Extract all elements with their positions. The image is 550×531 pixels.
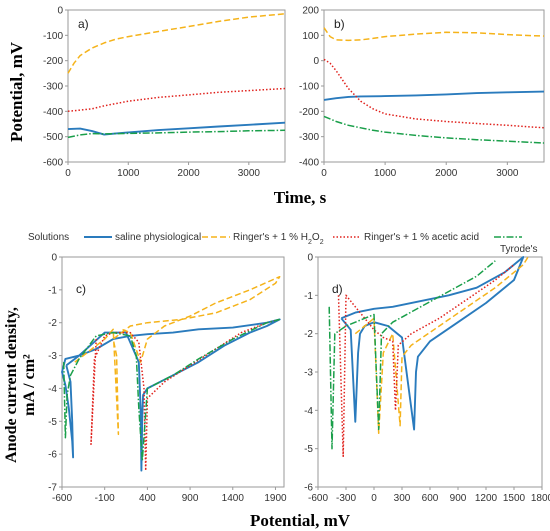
legend-label-saline: saline physiological — [115, 232, 201, 243]
y-tick-label: -5 — [48, 417, 57, 428]
legend-label-acetic: Ringer's + 1 % acetic acid — [364, 232, 479, 243]
y-tick-label: 0 — [307, 253, 313, 264]
x-tick-label: -300 — [336, 493, 356, 504]
y-tick-label: -6 — [48, 450, 57, 461]
panel-label: d) — [332, 282, 343, 296]
panel-label: b) — [334, 17, 345, 31]
series-line-tyrode-s — [62, 318, 280, 462]
series-line-ringer-s-1-acetic-acid — [337, 264, 515, 458]
y-tick-label: -3 — [304, 368, 313, 379]
y-tick-label: -200 — [43, 56, 63, 67]
series-line-ringer-s-1-acetic-acid — [323, 58, 545, 129]
x-tick-label: 3000 — [238, 168, 261, 179]
x-tick-label: 1900 — [264, 493, 287, 504]
x-tick-label: 300 — [394, 493, 411, 504]
bottom-y-axis-title-line2: mA / cm² — [21, 354, 38, 416]
y-tick-label: -7 — [48, 483, 57, 494]
panel-a-frame — [67, 9, 286, 163]
y-tick-label: 200 — [302, 6, 319, 17]
y-tick-label: -3 — [48, 351, 57, 362]
series-line-ringer-s-1-h2o2 — [354, 256, 529, 435]
panel-c: 0 -1 -2 -3 -4 -5 -6 -7-600 -100 400 900 1400 1900 c) — [48, 253, 287, 505]
y-tick-label: -6 — [304, 483, 313, 494]
x-tick-label: 0 — [371, 493, 377, 504]
y-tick-label: -100 — [299, 82, 319, 93]
x-tick-label: 2000 — [435, 168, 458, 179]
legend-label-h2o2: Ringer's + 1 % H2O2 — [233, 232, 324, 246]
x-tick-label: 400 — [139, 493, 156, 504]
legend: Solutions saline physiological Ringer's … — [28, 232, 537, 255]
x-tick-label: -600 — [52, 493, 72, 504]
y-tick-label: 0 — [51, 253, 57, 264]
top-y-axis-title: Potential, mV — [7, 41, 26, 142]
x-tick-label: 1400 — [222, 493, 245, 504]
panel-b-frame — [323, 9, 545, 163]
series-line-ringer-s-1-h2o2 — [74, 275, 281, 436]
series-line-tyrode-s — [323, 115, 545, 144]
legend-title: Solutions — [28, 232, 69, 243]
x-tick-label: 1000 — [374, 168, 397, 179]
y-tick-label: -200 — [299, 107, 319, 118]
x-tick-label: 0 — [321, 168, 327, 179]
x-tick-label: 1200 — [475, 493, 498, 504]
x-tick-label: 1500 — [503, 493, 526, 504]
panel-label: c) — [76, 282, 86, 296]
y-tick-label: -1 — [304, 291, 313, 302]
x-tick-label: -100 — [95, 493, 115, 504]
panel-d: 0 -1 -2 -3 -4 -5 -6-600 -300 0 300 600 900 1200 1500 1… — [304, 253, 550, 505]
top-x-axis-title: Time, s — [274, 188, 327, 207]
series-line-saline-physiological — [323, 90, 545, 101]
y-tick-label: -400 — [299, 158, 319, 169]
y-tick-label: -2 — [48, 318, 57, 329]
y-tick-label: -500 — [43, 132, 63, 143]
x-tick-label: 600 — [422, 493, 439, 504]
series-line-saline-physiological — [340, 256, 525, 431]
y-tick-label: 0 — [57, 6, 63, 17]
y-tick-label: -2 — [304, 329, 313, 340]
y-tick-label: 0 — [313, 56, 319, 67]
y-tick-label: -400 — [43, 107, 63, 118]
y-tick-label: -100 — [43, 31, 63, 42]
series-line-ringer-s-1-acetic-acid — [67, 87, 286, 113]
x-tick-label: 900 — [450, 493, 467, 504]
y-tick-label: -4 — [48, 384, 57, 395]
series-line-ringer-s-1-acetic-acid — [90, 318, 280, 472]
x-tick-label: 1800 — [531, 493, 550, 504]
x-tick-label: 900 — [182, 493, 199, 504]
y-tick-label: -1 — [48, 285, 57, 296]
x-tick-label: 3000 — [496, 168, 519, 179]
series-line-saline-physiological — [61, 318, 281, 472]
y-tick-label: -300 — [299, 132, 319, 143]
x-tick-label: -600 — [308, 493, 328, 504]
x-tick-label: 0 — [65, 168, 71, 179]
y-tick-label: -5 — [304, 444, 313, 455]
y-tick-label: -4 — [304, 406, 313, 417]
panel-label: a) — [78, 17, 89, 31]
x-tick-label: 1000 — [117, 168, 140, 179]
y-tick-label: -300 — [43, 82, 63, 93]
series-line-ringer-s-1-h2o2 — [67, 13, 286, 74]
y-tick-label: 100 — [302, 31, 319, 42]
series-line-tyrode-s — [328, 260, 496, 450]
bottom-y-axis-title-line1: Anode current density, — [3, 307, 20, 463]
y-tick-label: -600 — [43, 158, 63, 169]
series-line-saline-physiological — [67, 121, 286, 136]
bottom-x-axis-title: Potential, mV — [250, 511, 351, 530]
panel-d-frame — [317, 256, 543, 488]
series-line-ringer-s-1-h2o2 — [323, 27, 545, 42]
legend-label-tyrode: Tyrode's — [500, 244, 537, 255]
x-tick-label: 2000 — [177, 168, 200, 179]
